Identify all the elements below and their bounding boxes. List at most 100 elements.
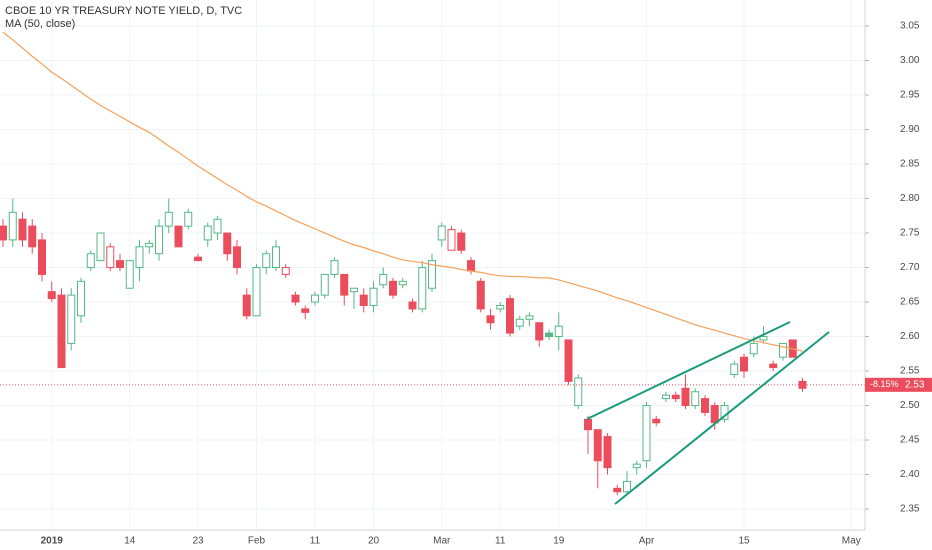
candle-body	[506, 298, 514, 334]
x-tick-label: Apr	[639, 536, 655, 547]
candle-body	[759, 336, 768, 341]
y-tick-label: 2.90	[900, 124, 920, 135]
candle-body	[701, 398, 709, 413]
candle-body	[457, 232, 466, 251]
candle-body	[28, 225, 37, 248]
y-tick-label: 2.95	[900, 90, 920, 101]
candle-body	[223, 232, 232, 255]
candle-body	[47, 291, 56, 300]
candle-body	[428, 260, 436, 289]
candle-body	[174, 225, 183, 248]
candle-body	[613, 487, 622, 493]
candle-body	[535, 322, 544, 341]
y-tick-label: 2.60	[900, 331, 920, 342]
candle-body	[437, 225, 446, 241]
candle-body	[593, 429, 602, 462]
candle-body	[145, 242, 154, 248]
candle-body	[86, 253, 95, 269]
moving-average-line	[2, 31, 803, 352]
y-tick-label: 2.65	[900, 297, 920, 308]
candle-body	[330, 260, 339, 275]
axes: 2.35 2.40 2.45 2.50 2.55 2.60 2.65 2.70 2.75 2.80…	[41, 21, 932, 547]
candle-body	[116, 260, 124, 269]
y-tick-label: 2.85	[900, 159, 920, 170]
x-tick-label: Feb	[248, 536, 266, 547]
candle-body	[96, 232, 105, 262]
candle-body	[8, 211, 17, 241]
y-tick-label: 2.40	[900, 469, 920, 480]
candle-body	[447, 229, 456, 251]
candle-body	[623, 480, 631, 493]
y-tick-label: 3.00	[900, 55, 920, 66]
candle-body	[57, 294, 66, 369]
y-tick-label: 2.50	[900, 400, 920, 411]
candle-body	[584, 418, 592, 431]
candle-body	[0, 225, 7, 241]
candle-body	[564, 339, 573, 382]
candle-body	[164, 211, 173, 227]
candle-body	[476, 280, 485, 310]
candle-body	[359, 294, 368, 306]
candle-body	[545, 332, 553, 338]
candle-body	[125, 260, 134, 289]
candle-body	[369, 287, 378, 306]
candle-body	[671, 394, 680, 400]
trend-line-upper	[586, 321, 791, 420]
candle-body	[691, 391, 700, 407]
candle-body	[18, 218, 27, 241]
candle-body	[320, 273, 329, 296]
candle-body	[311, 294, 319, 303]
candle-body	[203, 225, 212, 241]
candle-body	[730, 363, 739, 375]
x-tick-label: 19	[553, 536, 565, 547]
candle-body	[632, 463, 641, 469]
candle-body	[272, 246, 280, 269]
x-tick-label: 14	[124, 536, 136, 547]
x-tick-label: 11	[495, 536, 506, 547]
candle-body	[525, 315, 534, 320]
candle-body	[155, 225, 163, 255]
x-tick-label: 2019	[41, 536, 64, 547]
candle-body	[740, 356, 748, 372]
candle-body	[262, 253, 271, 269]
chart-title: CBOE 10 YR TREASURY NOTE YIELD, D, TVC	[5, 5, 242, 17]
candle-body	[379, 273, 388, 286]
last-price-box	[865, 377, 932, 392]
candle-body	[652, 418, 661, 424]
y-tick-label: 2.75	[900, 228, 920, 239]
candle-body	[350, 287, 358, 293]
trend-line-lower	[614, 331, 830, 505]
candle-body	[749, 342, 758, 355]
y-tick-label: 2.45	[900, 435, 920, 446]
last-change-label: -8.15%	[870, 379, 899, 389]
last-price-label: 2.53	[905, 379, 925, 390]
candle-body	[194, 256, 202, 262]
candle-body	[340, 273, 349, 296]
candle-body	[291, 294, 300, 303]
y-tick-label: 2.35	[900, 504, 920, 515]
candle-body	[398, 280, 407, 286]
candle-body	[281, 267, 290, 275]
x-tick-label: 11	[310, 536, 321, 547]
y-tick-label: 3.05	[900, 21, 920, 32]
candle-body	[467, 260, 475, 272]
candle-body	[408, 301, 417, 310]
candle-body	[515, 318, 524, 327]
candle-body	[418, 267, 427, 310]
candle-body	[242, 294, 251, 317]
y-tick-label: 2.80	[900, 193, 920, 204]
x-tick-label: 15	[738, 536, 750, 547]
candle-body	[184, 211, 193, 227]
candle-body	[710, 405, 719, 424]
candle-body	[135, 246, 144, 269]
candle-body	[779, 342, 787, 358]
candle-body	[233, 246, 241, 269]
candle-body	[106, 246, 115, 269]
grid	[0, 0, 865, 530]
candle-body	[574, 377, 583, 407]
y-tick-label: 2.70	[900, 262, 920, 273]
candle-body	[38, 239, 46, 275]
x-tick-label: May	[842, 536, 861, 547]
